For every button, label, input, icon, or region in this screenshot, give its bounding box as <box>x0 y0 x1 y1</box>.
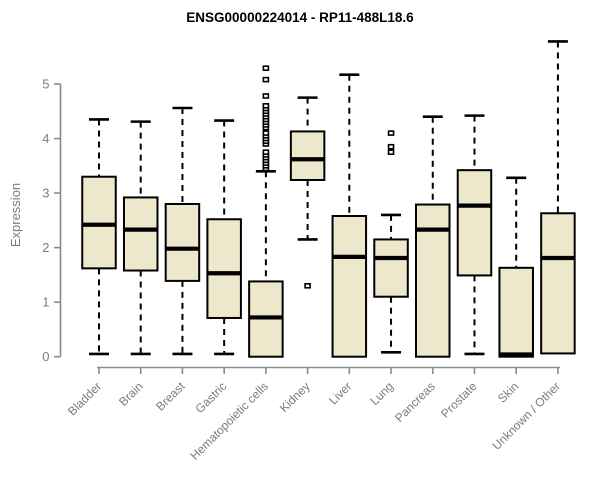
box-prostate <box>456 169 493 277</box>
y-tick-label: 3 <box>42 186 49 201</box>
chart-title: ENSG00000224014 - RP11-488L18.6 <box>186 10 414 25</box>
outlier-point <box>262 103 270 109</box>
x-tick-label: Hematopoietic cells <box>188 379 271 462</box>
x-tick-label: Kidney <box>277 379 313 415</box>
y-tick-label: 1 <box>42 295 49 310</box>
box-breast <box>164 202 201 282</box>
x-tick-label: Bladder <box>65 379 104 418</box>
outlier-point <box>387 130 395 136</box>
x-tick-label: Pancreas <box>392 379 438 425</box>
x-tick-label: Skin <box>495 379 521 405</box>
box-bladder <box>81 175 117 270</box>
outlier-point <box>387 143 395 150</box>
box-skin <box>498 266 534 358</box>
outlier-point <box>262 65 270 71</box>
x-tick-label: Prostate <box>438 379 480 421</box>
y-tick-label: 5 <box>42 77 49 92</box>
x-tick-label: Brain <box>116 379 146 409</box>
outlier-point <box>262 130 270 136</box>
x-tick-label: Liver <box>326 379 354 407</box>
y-tick-label: 0 <box>42 349 49 364</box>
outlier-point <box>304 282 311 289</box>
box-unknown-other <box>540 212 576 355</box>
outlier-point <box>262 76 270 83</box>
outlier-point <box>262 149 270 155</box>
y-tick-label: 2 <box>42 240 49 255</box>
x-tick-label: Gastric <box>193 379 230 416</box>
box-gastric <box>206 218 242 319</box>
x-tick-label: Lung <box>367 379 396 408</box>
box-brain <box>122 196 159 272</box>
outlier-point <box>387 149 395 155</box>
box-kidney <box>289 130 326 181</box>
box-lung <box>373 238 409 298</box>
box-pancreas <box>415 203 451 358</box>
x-tick-label: Breast <box>153 379 188 414</box>
outlier-point <box>262 93 270 99</box>
box-liver <box>331 214 368 358</box>
y-tick-label: 4 <box>42 131 49 146</box>
